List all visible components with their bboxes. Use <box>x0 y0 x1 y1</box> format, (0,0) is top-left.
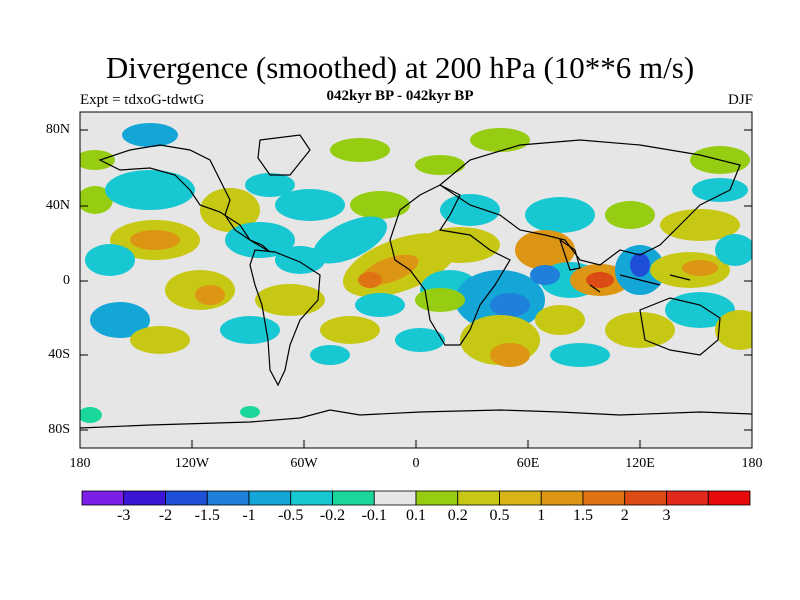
colorbar-swatch <box>373 490 417 506</box>
colorbar-label: -2 <box>158 507 173 524</box>
colorbar-label: -0.2 <box>319 507 346 524</box>
colorbar-label: 0.2 <box>447 507 468 524</box>
map-subtitle: 042kyr BP - 042kyr BP <box>326 88 474 104</box>
colorbar-swatch <box>540 490 584 506</box>
colorbar-label: 1.5 <box>573 507 593 524</box>
lon-label: 180 <box>69 456 91 471</box>
colorbar-swatch <box>332 490 375 506</box>
colorbar-swatch <box>81 490 125 506</box>
colorbar-label: -1 <box>242 507 256 524</box>
lat-label: 80N <box>45 122 70 137</box>
colorbar-label: 2 <box>620 507 629 524</box>
divergence-field <box>80 123 752 423</box>
colorbar <box>81 490 751 506</box>
lon-label: 120W <box>174 456 210 471</box>
lon-label: 60E <box>516 456 540 471</box>
lat-label: 0 <box>63 273 70 288</box>
colorbar-swatch <box>624 490 667 506</box>
lat-label: 40N <box>45 198 70 213</box>
lon-label: 0 <box>412 456 420 471</box>
colorbar-swatch <box>457 490 500 506</box>
colorbar-label: 0.1 <box>406 507 426 524</box>
coastlines <box>80 134 752 429</box>
lat-label: 80S <box>48 422 70 437</box>
colorbar-swatch <box>582 490 626 506</box>
colorbar-swatch <box>666 490 709 506</box>
lon-label: 180 <box>741 456 763 471</box>
colorbar-label: -1.5 <box>194 507 220 524</box>
colorbar-label: -0.5 <box>278 507 304 524</box>
colorbar-label: 0.5 <box>489 507 510 524</box>
map-title: Divergence (smoothed) at 200 hPa (10**6 … <box>105 50 695 85</box>
colorbar-swatch <box>206 490 250 506</box>
lon-label: 60W <box>290 456 318 471</box>
colorbar-label: 1 <box>537 507 546 524</box>
lon-label: 120E <box>625 456 655 471</box>
colorbar-swatch <box>499 490 542 506</box>
colorbar-swatch <box>707 490 751 506</box>
season-label: DJF <box>727 92 753 108</box>
colorbar-label: 3 <box>662 507 671 524</box>
colorbar-label: -3 <box>117 507 131 524</box>
colorbar-swatch <box>415 490 459 506</box>
colorbar-label: -0.1 <box>361 507 387 524</box>
lat-label: 40S <box>48 347 70 362</box>
colorbar-swatch <box>248 490 292 506</box>
axis-ticks <box>79 129 753 448</box>
colorbar-swatch <box>123 490 166 506</box>
colorbar-swatch <box>290 490 333 506</box>
experiment-label: Expt = tdxoG-tdwtG <box>80 92 205 108</box>
colorbar-swatch <box>165 490 208 506</box>
